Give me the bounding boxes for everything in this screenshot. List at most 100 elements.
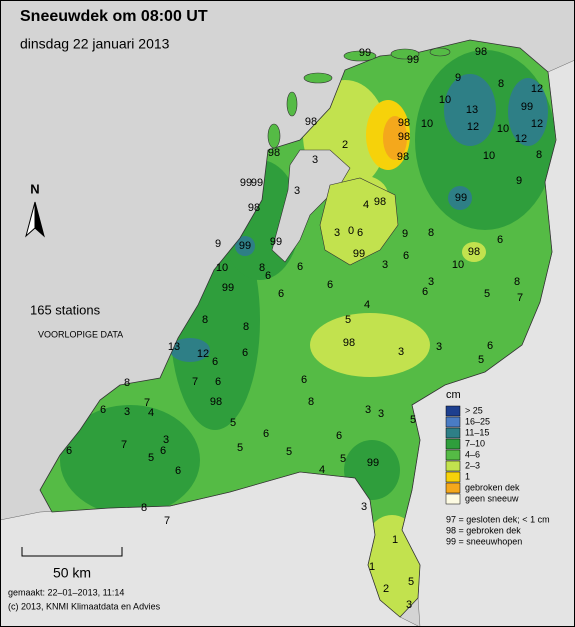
station-value: 98	[398, 131, 410, 143]
station-value: 99	[353, 248, 365, 260]
station-value: 98	[305, 116, 317, 128]
island	[343, 50, 377, 62]
station-value: 6	[327, 279, 333, 291]
zone-11-15	[170, 338, 210, 362]
station-value: 98	[343, 337, 355, 349]
station-value: 6	[265, 270, 271, 282]
station-value: 5	[230, 417, 236, 429]
station-value: 4	[363, 199, 369, 211]
station-value: 5	[408, 576, 414, 588]
wadden-islands	[267, 47, 451, 149]
station-value: 12	[515, 133, 527, 145]
station-value: 3	[124, 406, 130, 418]
north-arrow	[34, 201, 45, 238]
footer-copyright: (c) 2013, KNMI Klimaatdata en Advies	[8, 601, 161, 611]
station-value: 99	[222, 282, 234, 294]
station-value: 6	[242, 347, 248, 359]
station-value: 0	[348, 225, 354, 237]
station-value: 13	[168, 341, 180, 353]
station-value: 7	[517, 292, 523, 304]
station-value: 6	[212, 356, 218, 368]
zone-11-15	[508, 78, 548, 146]
legend-swatch	[445, 449, 461, 461]
legend-note: 98 = gebroken dek	[446, 525, 521, 535]
station-value: 7	[121, 439, 127, 451]
legend-swatch	[445, 493, 461, 505]
stations-count: 165 stations	[30, 302, 101, 317]
station-value: 13	[466, 104, 478, 116]
scale-label: 50 km	[53, 565, 91, 581]
station-value: 3	[398, 346, 404, 358]
station-value: 10	[483, 150, 495, 162]
zone-2-3	[310, 313, 430, 377]
legend-swatch	[445, 438, 461, 450]
station-value: 6	[422, 286, 428, 298]
station-value: 98	[398, 117, 410, 129]
station-value: 2	[383, 583, 389, 595]
station-value: 8	[536, 149, 542, 161]
station-value: 6	[66, 445, 72, 457]
legend-label: 16–25	[465, 416, 490, 426]
station-value: 6	[336, 430, 342, 442]
station-value: 6	[357, 227, 363, 239]
station-value: 3	[382, 259, 388, 271]
station-value: 98	[468, 246, 480, 258]
station-value: 6	[297, 261, 303, 273]
station-value: 7	[144, 397, 150, 409]
station-value: 5	[345, 314, 351, 326]
legend-label: 2–3	[465, 460, 480, 470]
legend-note: 97 = gesloten dek; < 1 cm	[446, 514, 550, 524]
station-value: 4	[319, 464, 325, 476]
legend-label: geen sneeuw	[465, 493, 519, 503]
legend-note: 99 = sneeuwhopen	[446, 536, 522, 546]
ijsselmeer	[271, 149, 351, 263]
station-value: 98	[475, 46, 487, 58]
island	[286, 91, 298, 117]
legend-label: 11–15	[465, 427, 489, 437]
legend-label: 1	[465, 471, 470, 481]
station-value: 8	[202, 314, 208, 326]
station-value: 98	[268, 147, 280, 159]
station-value: 6	[278, 288, 284, 300]
station-value: 99	[407, 54, 419, 66]
flevoland	[319, 177, 399, 266]
station-value: 12	[197, 348, 209, 360]
zone-11-15	[448, 186, 472, 210]
station-value: 3	[334, 227, 340, 239]
legend-swatch	[445, 405, 461, 417]
station-value: 6	[100, 404, 106, 416]
subtitle: dinsdag 22 januari 2013	[20, 36, 170, 52]
island	[429, 47, 451, 57]
zone-7-10	[60, 405, 200, 515]
station-value: 6	[263, 428, 269, 440]
station-value: 10	[421, 118, 433, 130]
station-value: 3	[436, 341, 442, 353]
station-value: 6	[403, 250, 409, 262]
station-value: 6	[175, 465, 181, 477]
station-value: 3	[365, 404, 371, 416]
island	[267, 123, 281, 149]
footer-made: gemaakt: 22–01–2013, 11:14	[8, 587, 124, 597]
station-value: 8	[308, 396, 314, 408]
zone-2-3	[462, 242, 486, 262]
station-value: 12	[531, 118, 543, 130]
station-value: 12	[467, 121, 479, 133]
legend-swatch	[445, 416, 461, 428]
station-value: 6	[215, 376, 221, 388]
legend-swatch	[445, 471, 461, 483]
station-value: 3	[163, 434, 169, 446]
station-value: 5	[478, 354, 484, 366]
station-value: 1	[369, 561, 375, 573]
station-value: 8	[498, 78, 504, 90]
station-value: 8	[141, 502, 147, 514]
station-value: 99	[367, 457, 379, 469]
station-value: 5	[148, 452, 154, 464]
station-value: 5	[237, 442, 243, 454]
station-value: 9	[215, 238, 221, 250]
station-value: 98	[374, 196, 386, 208]
station-value: 8	[428, 227, 434, 239]
station-value: 10	[216, 262, 228, 274]
